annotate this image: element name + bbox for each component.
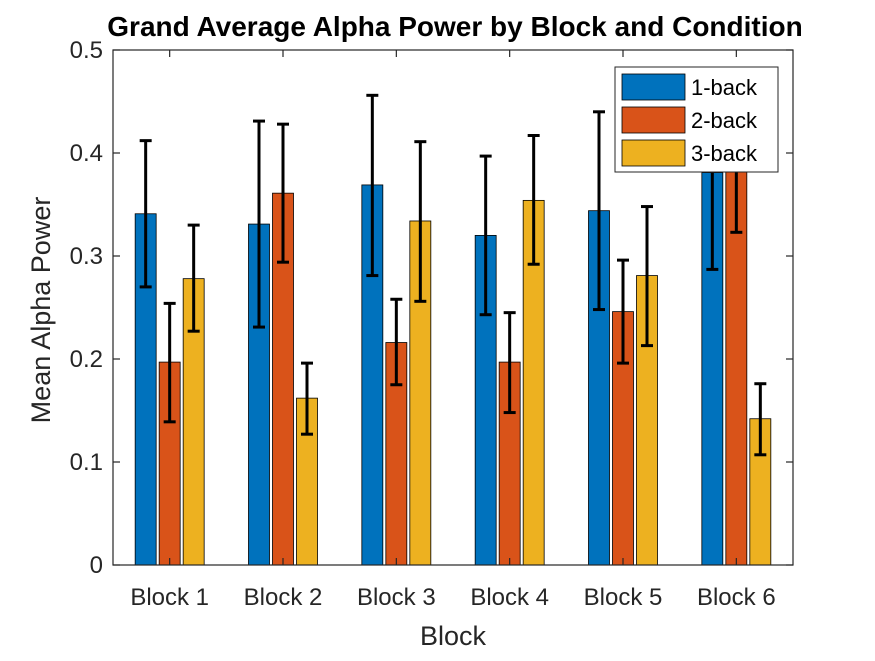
legend-label: 2-back — [691, 108, 758, 133]
y-axis-label: Mean Alpha Power — [26, 197, 56, 424]
y-tick-label: 0.5 — [70, 37, 103, 64]
y-tick-label: 0.4 — [70, 140, 103, 167]
x-axis-label: Block — [420, 621, 487, 651]
x-tick-label: Block 2 — [244, 584, 323, 611]
chart-title: Grand Average Alpha Power by Block and C… — [107, 11, 802, 42]
legend-swatch — [621, 139, 686, 167]
x-tick-label: Block 5 — [584, 584, 663, 611]
x-tick-label: Block 3 — [357, 584, 436, 611]
axes-box — [112, 49, 794, 566]
axes-layer: 0 0.1 0.2 0.3 0.4 0.5 Block 1 Block 2 Block 3 Blo… — [70, 37, 794, 611]
legend-label: 1-back — [691, 75, 758, 100]
y-tick-label: 0.3 — [70, 243, 103, 270]
legend-label: 3-back — [691, 141, 758, 166]
y-tick-label: 0 — [90, 552, 103, 579]
legend-swatch — [621, 106, 686, 134]
y-tick-label: 0.2 — [70, 346, 103, 373]
legend-swatch — [621, 73, 686, 101]
legend: 1-back 2-back 3-back — [614, 66, 779, 173]
x-tick-label: Block 4 — [470, 584, 549, 611]
bars-layer — [134, 158, 772, 566]
x-tick-label: Block 6 — [697, 584, 776, 611]
y-tick-label: 0.1 — [70, 449, 103, 476]
x-tick-label: Block 1 — [130, 584, 209, 611]
